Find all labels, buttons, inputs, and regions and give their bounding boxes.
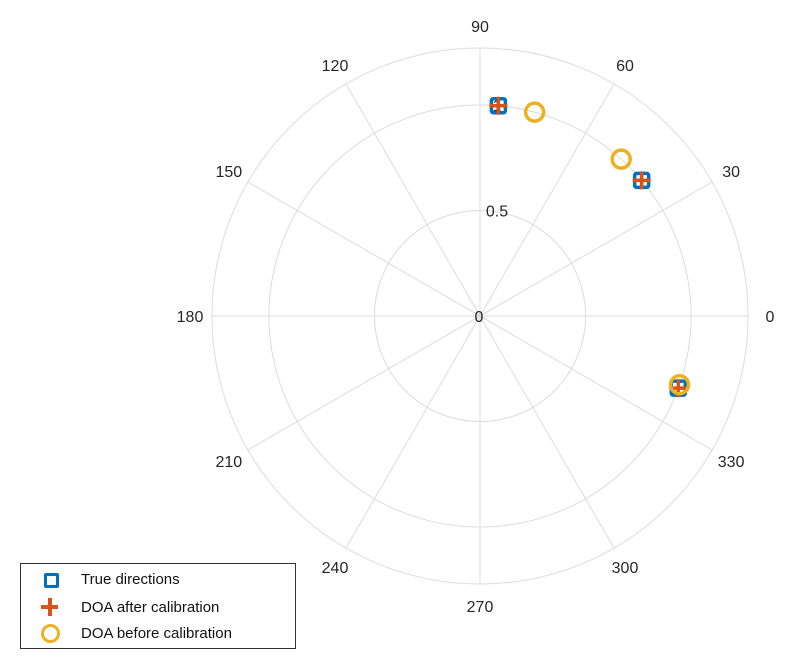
legend-item-after: DOA after calibration xyxy=(21,596,219,618)
doa-after-marker xyxy=(632,171,651,190)
doa-after-marker xyxy=(489,96,508,115)
theta-tick-label: 120 xyxy=(322,58,349,75)
theta-tick-label: 240 xyxy=(322,560,349,577)
theta-gridline xyxy=(247,181,713,451)
theta-tick-label: 150 xyxy=(216,164,243,181)
theta-tick-label: 330 xyxy=(718,454,745,471)
legend-item-true: True directions xyxy=(21,568,180,590)
theta-tick-label: 270 xyxy=(467,599,494,616)
square-marker-icon xyxy=(21,568,81,590)
theta-tick-label: 90 xyxy=(471,19,489,36)
theta-tick-label: 60 xyxy=(616,58,634,75)
data-markers xyxy=(489,96,691,398)
legend-item-before: DOA before calibration xyxy=(21,622,232,644)
plus-marker-icon xyxy=(21,596,81,618)
circle-marker-icon xyxy=(21,622,81,644)
theta-tick-label: 210 xyxy=(216,454,243,471)
theta-tick-label: 0 xyxy=(766,309,775,326)
legend: True directions DOA after calibration DO… xyxy=(20,563,296,649)
r-tick-label: 0 xyxy=(475,309,484,326)
doa-before-marker xyxy=(610,148,632,170)
r-tick-label: 0.5 xyxy=(486,203,508,220)
theta-tick-label: 180 xyxy=(177,309,204,326)
doa-before-marker xyxy=(668,373,691,396)
polar-grid xyxy=(211,47,749,585)
theta-tick-label: 300 xyxy=(612,560,639,577)
theta-tick-label: 30 xyxy=(722,164,740,181)
doa-before-marker xyxy=(523,101,546,123)
